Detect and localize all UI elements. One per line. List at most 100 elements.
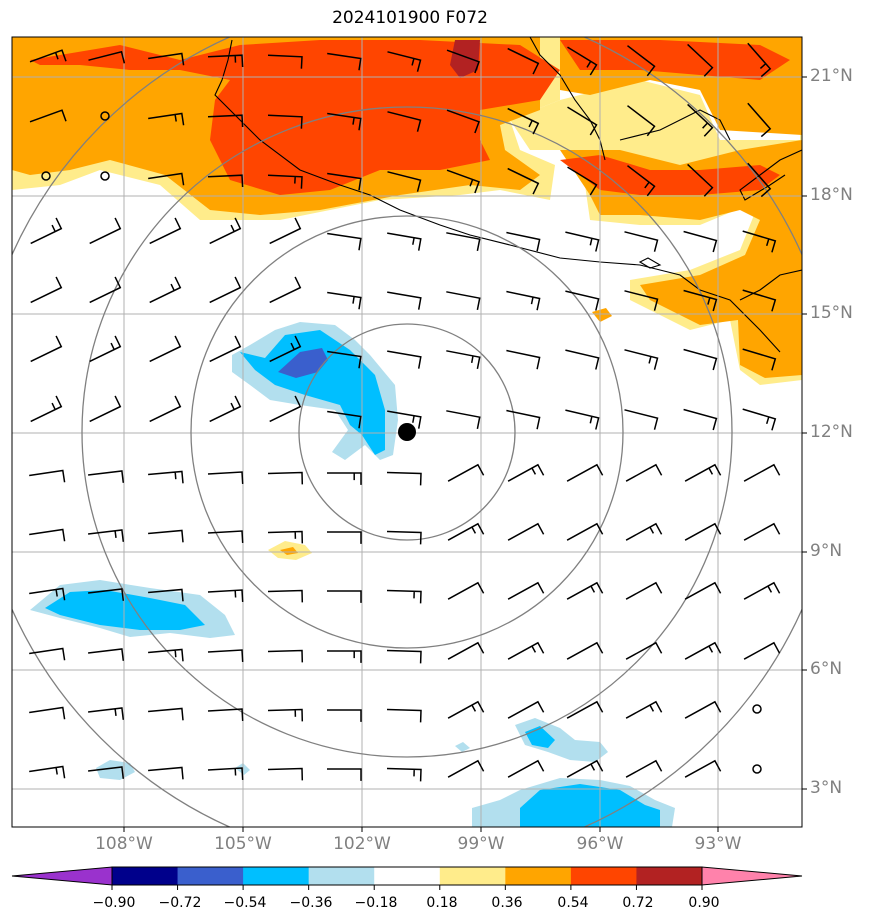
map-title: 2024101900 F072: [332, 8, 488, 28]
wind-barb: [327, 112, 362, 131]
wind-barb: [507, 759, 545, 778]
storm-center-marker[interactable]: [398, 423, 416, 441]
negative-core-center: [240, 330, 385, 455]
wind-barb: [565, 409, 600, 430]
wind-barb: [447, 759, 485, 778]
wind-barb: [624, 349, 659, 370]
coastline-east: [739, 269, 802, 301]
wind-barb: [447, 700, 485, 719]
red-west: [30, 40, 560, 195]
wind-barb: [267, 114, 303, 129]
lon-label-108w: 108°W: [95, 834, 153, 854]
wind-barb: [327, 650, 362, 663]
lat-label-12n: 12°N: [810, 422, 853, 442]
wind-barb: [625, 522, 663, 541]
wind-barb: [687, 103, 714, 137]
wind-barb: [386, 530, 422, 545]
wind-barb: [625, 700, 663, 719]
wind-barb: [327, 291, 362, 310]
wind-barb: [209, 335, 242, 363]
colorbar-cell: [374, 867, 441, 885]
wind-barb: [446, 410, 481, 430]
wind-barb: [743, 522, 781, 541]
wind-barb: [566, 759, 604, 778]
wind-barb: [387, 350, 422, 369]
wind-barb: [149, 395, 182, 423]
map-frame: [11, 36, 803, 828]
shaded-field: [12, 37, 802, 827]
wind-barb: [747, 102, 772, 138]
colorbar-cell: [439, 867, 506, 885]
wind-barb: [29, 706, 66, 720]
colorbar-tick-label: −0.36: [289, 895, 333, 911]
coastline-central-america: [739, 149, 802, 201]
wind-barb: [507, 107, 540, 135]
island-outline: [638, 257, 662, 269]
wind-barb: [743, 581, 781, 600]
wind-barb: [683, 348, 718, 371]
wind-barb: [683, 289, 718, 312]
map-plot[interactable]: [0, 0, 873, 860]
colorbar-tick-label: −0.72: [158, 895, 202, 911]
wind-barb: [387, 171, 422, 192]
wind-barb: [742, 289, 777, 312]
small-orange-patch-center: [280, 547, 298, 555]
wind-barb: [625, 581, 663, 600]
wind-barb: [30, 217, 63, 245]
colorbar-cells: [12, 867, 802, 885]
wind-barb: [565, 349, 600, 370]
wind-barb: [207, 767, 244, 780]
wind-barb: [269, 395, 302, 423]
wind-barb: [148, 470, 184, 484]
wind-barb: [625, 759, 663, 778]
wind-barb: [507, 47, 540, 75]
tick-marks: [123, 76, 807, 832]
wind-barb: [327, 172, 362, 191]
wind-barb: [446, 291, 481, 311]
colorbar-tick-label: −0.54: [223, 895, 267, 911]
wind-barb: [148, 648, 184, 662]
wind-barb: [209, 276, 242, 304]
wind-barb: [327, 709, 362, 722]
wind-barb: [148, 112, 185, 126]
wind-barb: [565, 290, 600, 311]
wind-barb: [88, 648, 125, 661]
wind-barb: [89, 217, 122, 245]
wind-barb: [88, 707, 125, 720]
negative-core-south: [520, 784, 660, 827]
wind-barb: [386, 471, 422, 486]
wind-barb: [267, 530, 304, 544]
wind-barb: [148, 707, 184, 721]
wind-barb: [88, 470, 125, 483]
wind-barb: [507, 522, 545, 541]
colorbar-tick-label: 0.72: [622, 895, 654, 911]
wind-barb: [567, 106, 598, 136]
wind-barb: [624, 409, 659, 430]
wind-barb: [386, 767, 422, 782]
wind-barb: [506, 290, 541, 311]
wind-barb: [207, 649, 244, 662]
wind-barb: [684, 581, 722, 600]
wind-barb: [148, 766, 184, 780]
wind-barb: [267, 767, 304, 781]
wind-barb: [207, 54, 244, 68]
negative-core-west: [45, 590, 205, 630]
colorbar-tick-label: −0.18: [354, 895, 398, 911]
wind-barb: [684, 641, 722, 660]
wind-barb: [742, 408, 777, 431]
wind-barb: [327, 232, 362, 251]
red-east: [560, 155, 780, 195]
wind-barb: [387, 51, 422, 72]
negative-darkcore-center: [278, 348, 328, 378]
wind-barb: [447, 641, 485, 660]
colorbar-tick-label: 0.18: [426, 895, 458, 911]
wind-barb: [89, 395, 122, 423]
wind-barb: [327, 472, 362, 485]
wind-barb: [447, 581, 485, 600]
wind-barb: [267, 708, 304, 722]
small-orange-patch-east: [592, 308, 612, 322]
colorbar-cell: [636, 867, 703, 885]
wind-barb: [627, 165, 656, 197]
colorbar-cell: [570, 867, 637, 885]
wind-barb: [207, 589, 244, 602]
